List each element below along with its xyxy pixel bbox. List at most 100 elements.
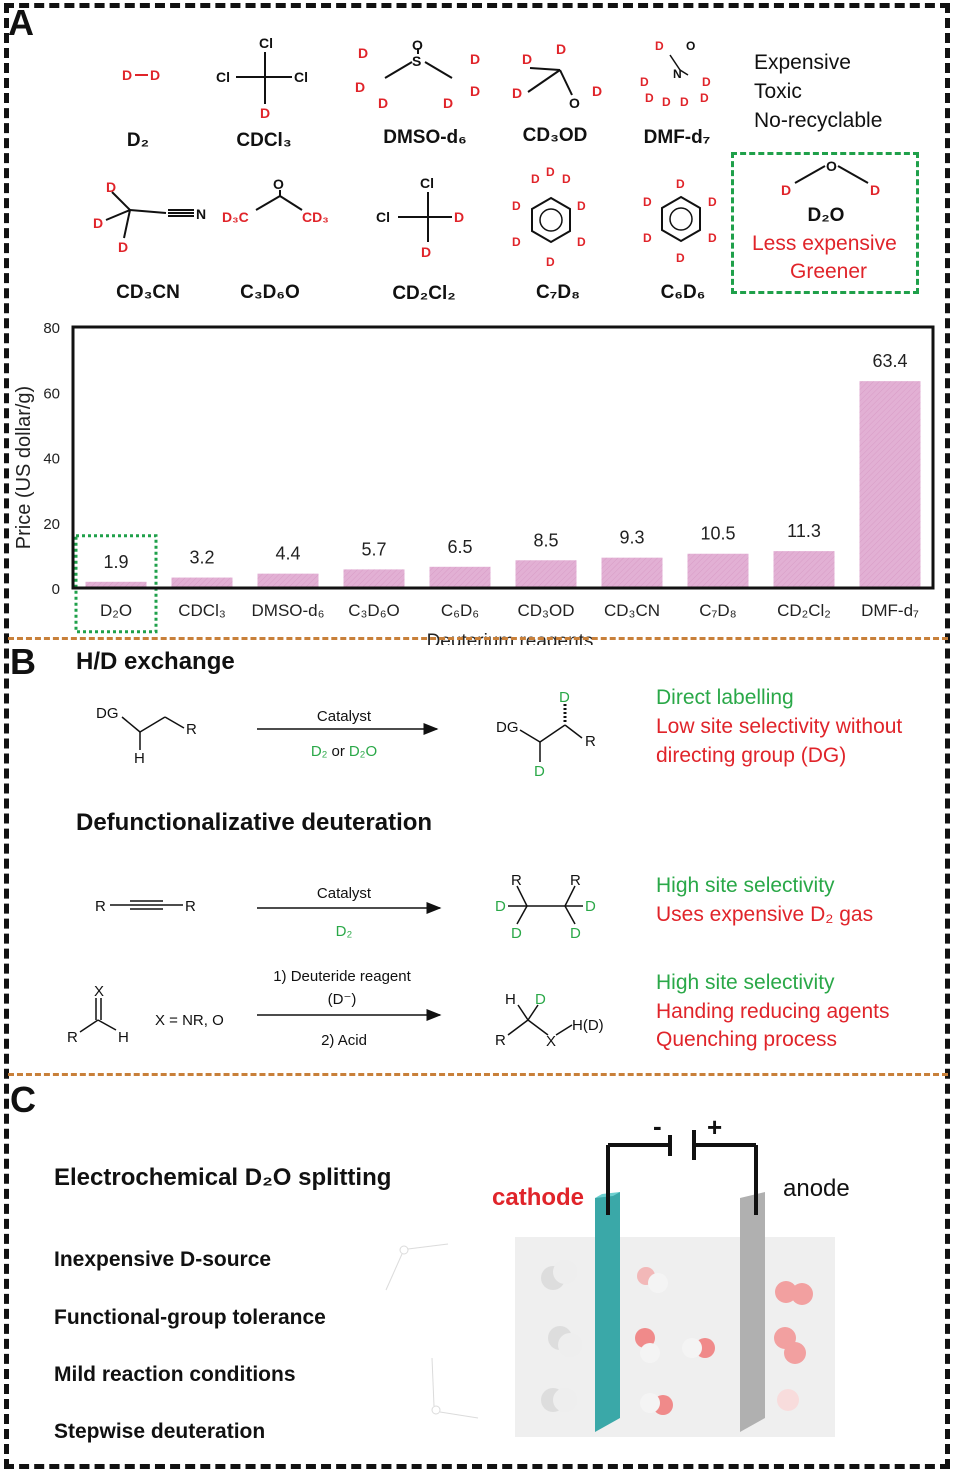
svg-text:D: D: [495, 898, 506, 915]
electrochemical-title: Electrochemical D₂O splitting: [54, 1164, 392, 1191]
molecule-label-acetone: C₃D₆O: [240, 282, 300, 303]
svg-text:D: D: [531, 172, 540, 186]
benzene-d6-structure: D D D D D D: [643, 177, 717, 265]
svg-text:D: D: [570, 925, 581, 942]
d2o-structure: O D D: [781, 158, 880, 198]
reduction-product: H D R X H(D): [495, 991, 604, 1050]
svg-text:N: N: [673, 67, 682, 81]
r3-note-2: Quenching process: [656, 1028, 837, 1051]
svg-text:D: D: [680, 95, 689, 109]
figure-border: [4, 3, 950, 1469]
svg-text:R: R: [585, 733, 596, 750]
svg-text:D: D: [640, 75, 649, 89]
svg-text:D: D: [118, 239, 128, 255]
cd2cl2-structure: Cl Cl D D: [376, 175, 464, 260]
svg-text:D: D: [643, 231, 652, 245]
r1-note-2: directing group (DG): [656, 744, 847, 767]
x-tick-label-9: DMF-d₇: [861, 601, 919, 620]
bar-5: [515, 560, 577, 588]
alkane-product: R RD DD D: [495, 872, 596, 942]
svg-text:Cl: Cl: [216, 69, 230, 85]
r2-note-1: Uses expensive D₂ gas: [656, 903, 874, 926]
svg-text:D: D: [546, 255, 555, 269]
data-label-4: 6.5: [447, 537, 472, 557]
svg-text:D: D: [93, 215, 103, 231]
advantage-2: Mild reaction conditions: [54, 1363, 296, 1386]
molecule-label-cd3cn: CD₃CN: [116, 282, 180, 303]
dmf-structure: D ON D DD D D D: [640, 39, 711, 109]
x-tick-label-2: DMSO-d₆: [252, 601, 325, 620]
molecule-label-toluene: C₇D₈: [536, 282, 580, 303]
molecule-label-dmf: DMF-d₇: [643, 127, 711, 148]
svg-text:1) Deuteride reagent: 1) Deuteride reagent: [273, 968, 411, 985]
r3-note-0: High site selectivity: [656, 971, 835, 994]
r2-note-0: High site selectivity: [656, 874, 835, 897]
svg-text:D: D: [534, 763, 545, 780]
y-tick-label-0: 0: [52, 581, 60, 598]
panel-c-label: C: [10, 1079, 36, 1120]
molecule-label-d2: D₂: [126, 130, 150, 151]
svg-text:D: D: [454, 209, 464, 225]
highlight-box: [74, 534, 158, 634]
d2o-greener: Greener: [790, 260, 868, 283]
bar-1: [171, 577, 233, 588]
svg-text:D: D: [559, 689, 570, 706]
svg-text:D: D: [378, 95, 388, 111]
y-axis-label: Price (US dollar/g): [13, 386, 35, 549]
svg-text:Cl: Cl: [294, 69, 308, 85]
data-label-0: 1.9: [103, 552, 128, 572]
svg-text:D: D: [708, 195, 717, 209]
cathode-label: cathode: [492, 1184, 584, 1211]
x-tick-label-7: C₇D₈: [699, 601, 736, 620]
svg-text:D: D: [700, 91, 709, 105]
d2o-label: D₂O: [807, 205, 845, 226]
hd-exchange-reactant: DG R H: [96, 705, 197, 767]
x-tick-label-4: C₆D₆: [441, 601, 479, 620]
svg-text:(D⁻): (D⁻): [328, 991, 357, 1008]
svg-text:D: D: [643, 195, 652, 209]
svg-text:D: D: [470, 83, 480, 99]
svg-text:D: D: [522, 51, 532, 67]
svg-text:R: R: [185, 898, 196, 915]
svg-text:R: R: [186, 721, 197, 738]
svg-text:D₃C: D₃C: [222, 209, 249, 225]
bar-2: [257, 573, 319, 588]
svg-text:N: N: [196, 206, 206, 222]
svg-text:O: O: [686, 39, 695, 53]
r1-note-1: Low site selectivity without: [656, 715, 903, 738]
r1-note-0: Direct labelling: [656, 686, 794, 709]
svg-text:H: H: [118, 1029, 129, 1046]
svg-text:Cl: Cl: [376, 209, 390, 225]
acetone-structure: O D₃C CD₃: [222, 176, 329, 225]
svg-text:D: D: [512, 85, 522, 101]
advantage-1: Functional-group tolerance: [54, 1306, 326, 1329]
svg-text:D: D: [443, 95, 453, 111]
cdcl3-structure: Cl Cl Cl D: [216, 35, 308, 121]
svg-text:R: R: [495, 1032, 506, 1049]
svg-text:+: +: [707, 1112, 722, 1142]
bar-8: [773, 551, 835, 588]
bar-6: [601, 557, 663, 588]
data-label-7: 10.5: [700, 524, 735, 544]
x-tick-label-8: CD₂Cl₂: [777, 601, 831, 620]
drawback-expensive: Expensive: [754, 51, 851, 74]
svg-text:D: D: [150, 67, 160, 83]
svg-text:H(D): H(D): [572, 1017, 604, 1034]
drawback-toxic: Toxic: [754, 80, 802, 103]
svg-text:O: O: [273, 176, 284, 192]
svg-text:D: D: [512, 199, 521, 213]
svg-text:D: D: [702, 75, 711, 89]
svg-text:D: D: [577, 235, 586, 249]
svg-text:O: O: [569, 95, 580, 111]
bar-9: [859, 381, 921, 588]
svg-text:D: D: [358, 45, 368, 61]
faint-d2o-molecules: [385, 1243, 479, 1419]
svg-text:D: D: [781, 182, 791, 198]
svg-text:D: D: [470, 51, 480, 67]
bar-3: [343, 569, 405, 588]
molecule-label-cd3od: CD₃OD: [522, 125, 588, 146]
